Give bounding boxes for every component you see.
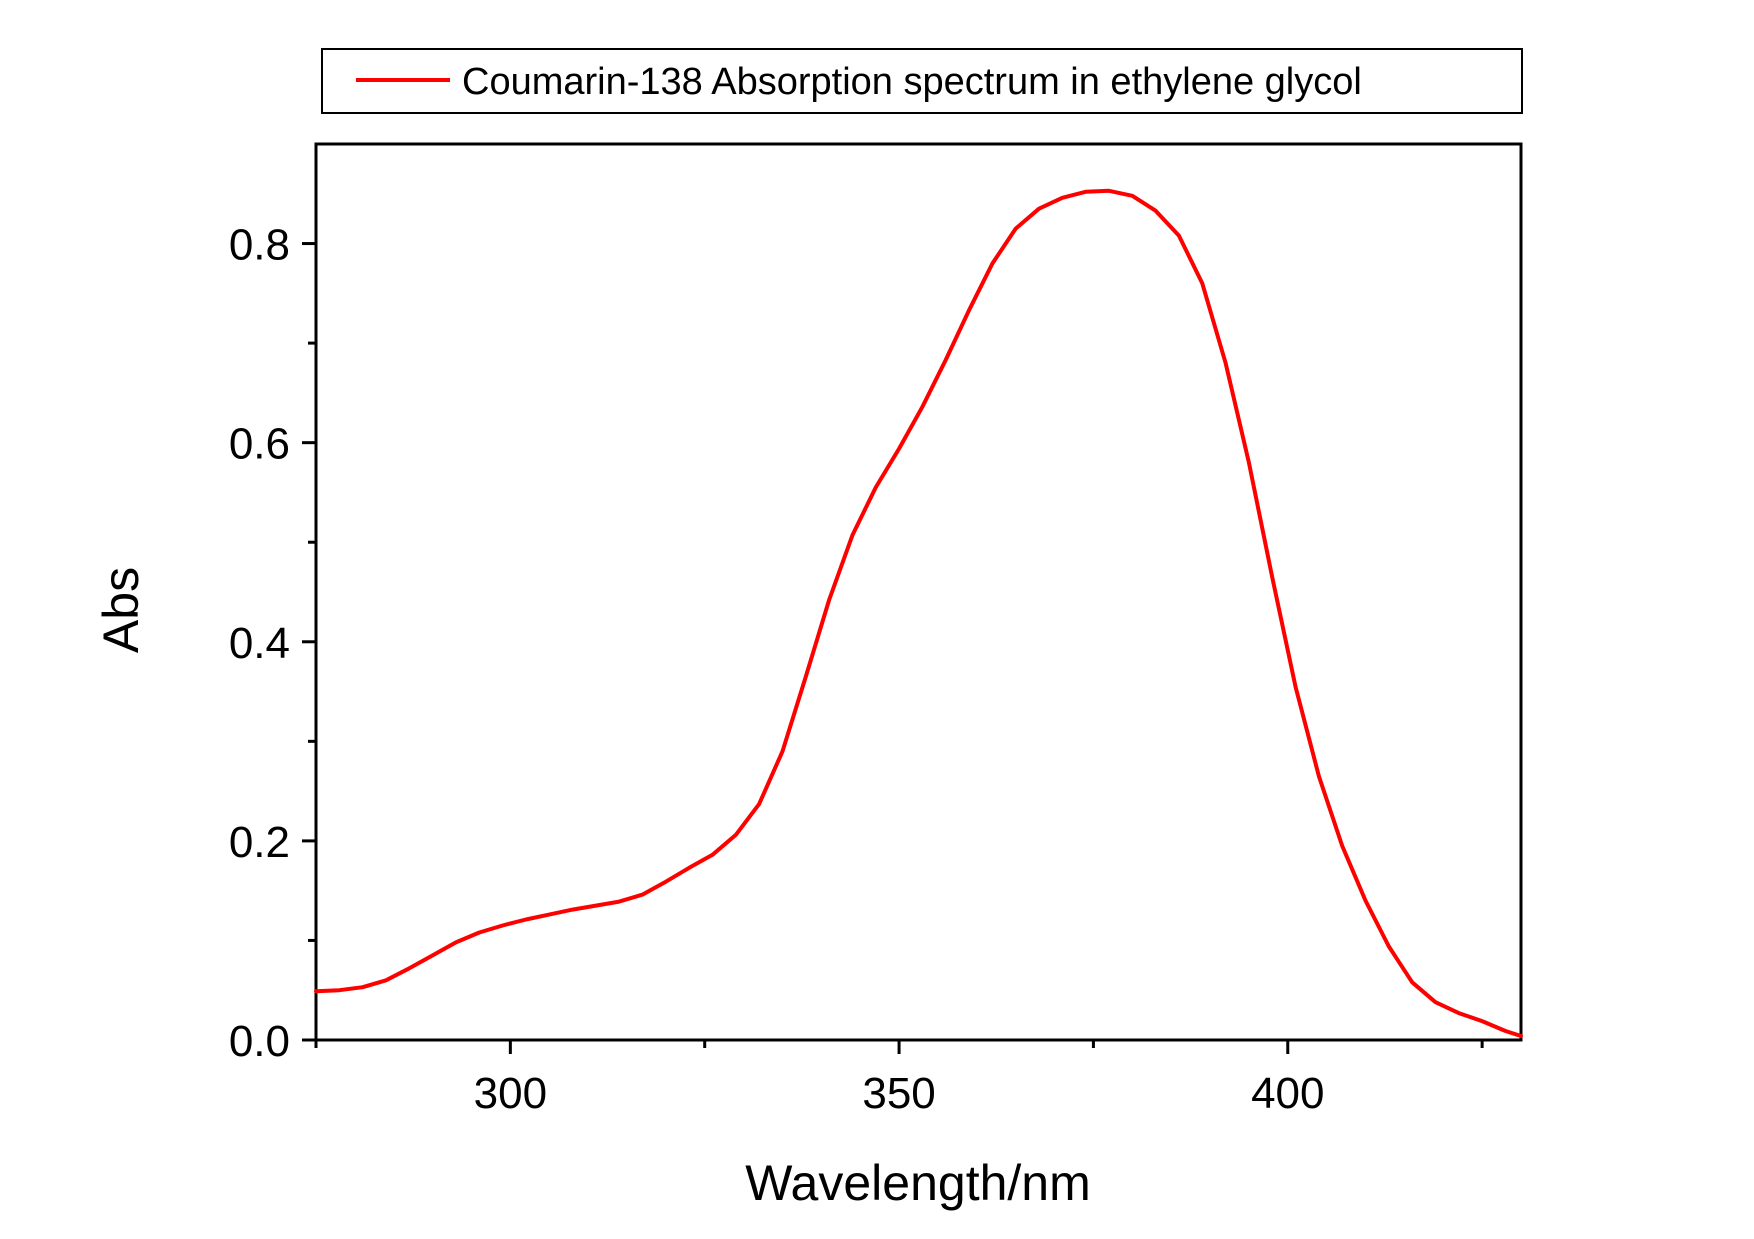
y-tick-label: 0.2 bbox=[229, 818, 290, 867]
x-axis-title: Wavelength/nm bbox=[745, 1155, 1091, 1211]
plot-frame bbox=[314, 142, 1523, 1042]
series-line-coumarin-138 bbox=[314, 188, 1523, 1038]
legend: Coumarin-138 Absorption spectrum in ethy… bbox=[321, 48, 1523, 114]
legend-label: Coumarin-138 Absorption spectrum in ethy… bbox=[462, 61, 1362, 103]
x-tick-label: 350 bbox=[862, 1069, 935, 1118]
y-tick-label: 0.0 bbox=[229, 1017, 290, 1066]
legend-box bbox=[321, 48, 1523, 114]
y-axis: 0.0 0.2 0.4 0.6 0.8 bbox=[229, 221, 316, 1066]
y-axis-title: Abs bbox=[93, 567, 149, 653]
x-tick-label: 400 bbox=[1251, 1069, 1324, 1118]
y-tick-label: 0.8 bbox=[229, 221, 290, 270]
y-tick-label: 0.6 bbox=[229, 420, 290, 469]
x-tick-label: 300 bbox=[474, 1069, 547, 1118]
x-axis: 300 350 400 bbox=[314, 1040, 1484, 1118]
y-tick-label: 0.4 bbox=[229, 619, 290, 668]
